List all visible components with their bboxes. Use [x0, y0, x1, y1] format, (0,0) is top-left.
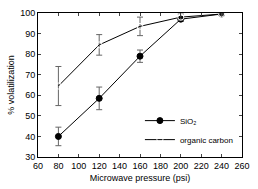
- svg-text:90: 90: [25, 29, 35, 39]
- svg-text:60: 60: [33, 161, 43, 171]
- svg-text:70: 70: [25, 70, 35, 80]
- svg-text:30: 30: [25, 152, 35, 162]
- svg-text:200: 200: [173, 161, 188, 171]
- svg-text:organic carbon: organic carbon: [180, 136, 233, 145]
- svg-text:180: 180: [153, 161, 168, 171]
- svg-text:40: 40: [25, 132, 35, 142]
- svg-text:60: 60: [25, 90, 35, 100]
- svg-text:100: 100: [20, 8, 35, 18]
- svg-text:% volatilization: % volatilization: [6, 55, 16, 115]
- svg-text:SiO₂: SiO₂: [180, 117, 196, 126]
- svg-text:80: 80: [53, 161, 63, 171]
- svg-text:120: 120: [92, 161, 107, 171]
- svg-text:240: 240: [214, 161, 229, 171]
- svg-text:80: 80: [25, 49, 35, 59]
- svg-text:220: 220: [194, 161, 209, 171]
- svg-text:100: 100: [71, 161, 86, 171]
- svg-text:Microwave pressure (psi): Microwave pressure (psi): [90, 173, 191, 183]
- svg-text:260: 260: [234, 161, 249, 171]
- svg-text:50: 50: [25, 111, 35, 121]
- svg-text:140: 140: [112, 161, 127, 171]
- svg-text:160: 160: [132, 161, 147, 171]
